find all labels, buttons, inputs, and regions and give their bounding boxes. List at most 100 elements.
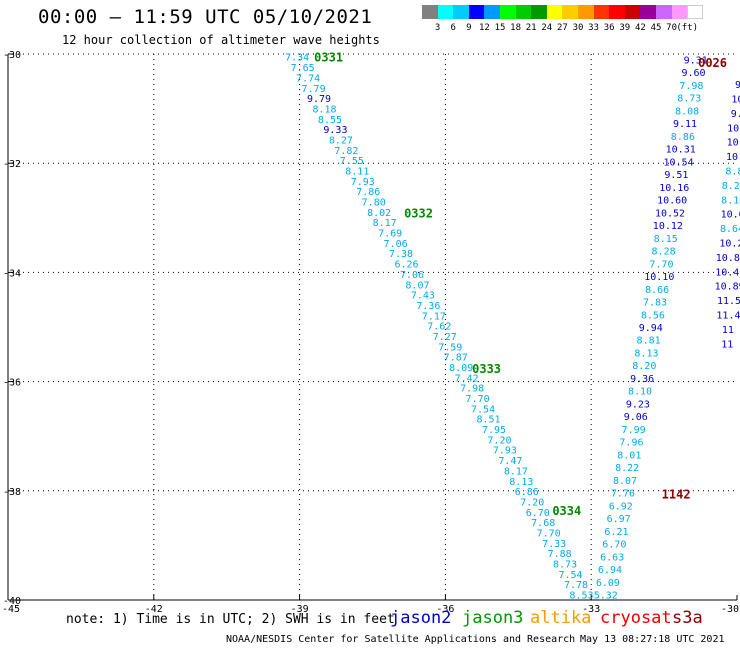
wave-height-value: 10.60: [657, 196, 687, 207]
wave-height-value: 7.79: [302, 84, 326, 95]
wave-height-value: 7.54: [471, 404, 495, 415]
wave-height-value: 7.20: [520, 497, 544, 508]
lat-label: -30: [3, 50, 21, 61]
wave-height-value: 10.16: [659, 183, 689, 194]
legend-swatch: [437, 5, 454, 19]
wave-height-value: 6.86: [515, 487, 539, 498]
legend-tick-label: 70: [666, 23, 678, 33]
legend-tick-label: 33: [588, 23, 600, 33]
legend-tick-label: 24: [541, 23, 553, 33]
wave-height-value: 8.07: [613, 476, 637, 487]
time-labels: 0331 0332 0333 0334 0026 1142: [314, 51, 727, 518]
wave-height-value: 8.73: [553, 560, 577, 571]
wave-height-value: 10.43: [715, 267, 740, 278]
wave-height-value: 9.94: [639, 323, 663, 334]
wave-height-value: 8.66: [645, 285, 669, 296]
wave-height-value: 7.06: [400, 270, 424, 281]
wave-height-value: 8.01: [617, 450, 641, 461]
legend-swatch: [515, 5, 532, 19]
lon-label: -36: [436, 604, 454, 615]
wave-height-value: 10.81: [716, 253, 740, 264]
legend-tick-label: 18: [510, 23, 522, 33]
wave-height-value: 7.33: [542, 539, 566, 550]
wave-height-value: 8.55: [318, 115, 342, 126]
wave-height-value: 7.99: [622, 425, 646, 436]
legend-swatch: [531, 5, 547, 19]
legend-swatch: [640, 5, 656, 19]
lat-label: -34: [3, 268, 21, 279]
wave-height-value: 8.10: [628, 387, 652, 398]
lat-label: -40: [3, 596, 21, 607]
wave-height-value: 8.11: [345, 166, 369, 177]
wave-height-value: 7.34: [285, 53, 309, 64]
wave-height-value: 9.11: [673, 119, 697, 130]
wave-height-value: 7.98: [460, 384, 484, 395]
wave-height-value: 7.95: [482, 425, 506, 436]
pass-time-label: 0334: [552, 504, 581, 518]
axis-labels: -30 -32 -34 -36 -38 -40-45 -42 -39 -36 -33 -30: [2, 50, 739, 615]
wave-height-value: 10.54: [664, 157, 694, 168]
wave-height-value: 7.86: [356, 187, 380, 198]
lon-label: -42: [145, 604, 163, 615]
wave-height-value: 8.15: [654, 234, 678, 245]
wave-height-value: 7.59: [438, 342, 462, 353]
wave-height-value: 8.08: [675, 106, 699, 117]
legend-tick-label: 30: [572, 23, 584, 33]
wave-height-value: 7.88: [548, 549, 572, 560]
wave-height-value: 9.51: [664, 170, 688, 181]
wave-height-value: 7.83: [643, 298, 667, 309]
wave-height-value: 7.93: [493, 446, 517, 457]
wave-height-value: 10.: [727, 138, 740, 149]
wave-height-value: 6.94: [598, 565, 622, 576]
wave-height-value: 8.27: [329, 135, 353, 146]
wave-height-value: 8.22: [722, 181, 740, 192]
satellite-s3a: s3a: [672, 608, 703, 628]
lon-label: -30: [721, 604, 739, 615]
legend-tick-label: 3: [434, 23, 441, 33]
wave-height-value: 8.73: [677, 94, 701, 105]
wave-height-value: 7.68: [531, 518, 555, 529]
legend-swatch: [656, 5, 672, 19]
pass-time-label: 1142: [662, 488, 691, 502]
wave-height-value: 10.10: [644, 272, 674, 283]
legend-tick-label: (ft): [676, 23, 699, 33]
wave-height-value: 8.20: [632, 361, 656, 372]
legend-tick-label: 21: [525, 23, 537, 33]
lon-label: -45: [2, 604, 20, 615]
wave-height-value: 6.92: [609, 501, 633, 512]
legend-swatch: [578, 5, 594, 19]
wave-height-value: 9.23: [626, 399, 650, 410]
wave-height-value: 10.0: [721, 210, 740, 221]
legend-swatch: [562, 5, 578, 19]
legend-tick-label: 15: [494, 23, 506, 33]
wave-height-value: 10.12: [653, 221, 683, 232]
wave-height-value: 6.21: [604, 527, 628, 538]
wave-height-value: 10.: [727, 123, 740, 134]
wave-height-value: 7.98: [679, 81, 703, 92]
wave-height-value: 8.14: [721, 195, 740, 206]
wave-height-value: 9.: [731, 109, 740, 120]
wave-height-value: 7.43: [411, 291, 435, 302]
note-text: note: 1) Time is in UTC; 2) SWH is in fe…: [66, 612, 395, 627]
wave-height-value: 7.42: [455, 373, 479, 384]
wave-height-value: 8.18: [312, 104, 336, 115]
wave-height-value: 6.26: [394, 260, 418, 271]
timestamp-text: May 13 08:27:18 UTC 2021: [580, 634, 725, 645]
legend-swatch: [546, 5, 563, 19]
wave-height-value: 8.64: [720, 224, 740, 235]
legend-swatch: [593, 5, 610, 19]
legend-tick-label: 9: [466, 23, 472, 33]
wave-height-value: 7.78: [564, 580, 588, 591]
legend-tick-label: 39: [619, 23, 631, 33]
wave-height-value: 8.28: [652, 247, 676, 258]
wave-height-value: 9.31: [684, 55, 708, 66]
wave-height-value: 11.4: [716, 311, 740, 322]
legend-swatch: [453, 5, 469, 19]
wave-height-value: 7.70: [649, 259, 673, 270]
legend-tick-label: 6: [450, 23, 456, 33]
wave-height-value: 6.63: [600, 552, 624, 563]
legend-swatch: [422, 5, 438, 19]
wave-height-value: 8.17: [373, 218, 397, 229]
legend-swatch: [624, 5, 641, 19]
lat-label: -36: [3, 378, 21, 389]
